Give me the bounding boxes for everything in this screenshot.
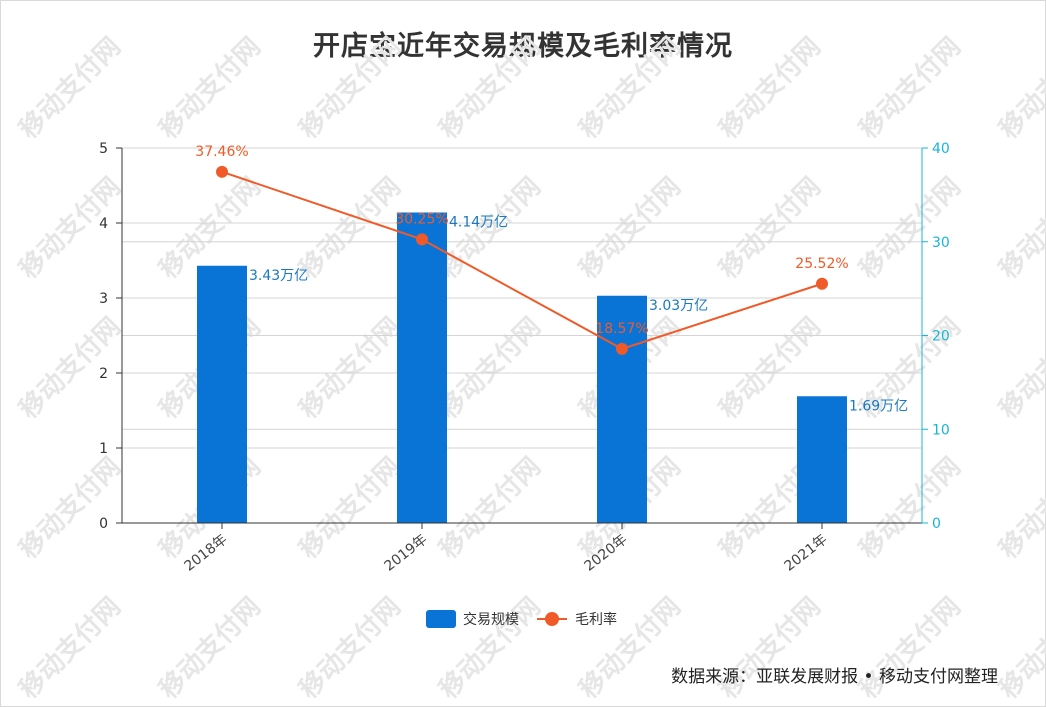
watermark-text: 移动支付网 bbox=[994, 312, 1046, 425]
right-tick-label: 0 bbox=[932, 516, 941, 532]
data-labels: 3.43万亿 4.14万亿 3.03万亿 1.69万亿 37.46% 30.25% 18.5… bbox=[195, 144, 908, 414]
watermark-text: 移动支付网 bbox=[294, 592, 407, 705]
legend-label: 毛利率 bbox=[575, 611, 617, 628]
left-tick-label: 2 bbox=[99, 366, 108, 382]
x-tick-label: 2021年 bbox=[781, 532, 830, 575]
watermark-text: 移动支付网 bbox=[434, 32, 547, 145]
watermark-text: 移动支付网 bbox=[434, 592, 547, 705]
watermark-text: 移动支付网 bbox=[434, 452, 547, 565]
right-tick-label: 20 bbox=[932, 329, 950, 345]
bar-2020年 bbox=[597, 295, 647, 523]
watermark-text: 移动支付网 bbox=[294, 32, 407, 145]
line-data-label: 37.46% bbox=[195, 144, 248, 160]
watermark-text: 移动支付网 bbox=[994, 452, 1046, 565]
watermark-text: 移动支付网 bbox=[294, 312, 407, 425]
bar-data-label: 1.69万亿 bbox=[849, 398, 908, 414]
watermark-text: 移动支付网 bbox=[854, 452, 967, 565]
watermark-text: 移动支付网 bbox=[154, 32, 267, 145]
watermark-text: 移动支付网 bbox=[854, 32, 967, 145]
legend-swatch-bar bbox=[426, 610, 456, 628]
watermark-text: 移动支付网 bbox=[434, 312, 547, 425]
watermark-text: 移动支付网 bbox=[714, 592, 827, 705]
bar-2018年 bbox=[197, 265, 247, 523]
watermark-text: 移动支付网 bbox=[994, 172, 1046, 285]
legend-label: 交易规模 bbox=[463, 611, 519, 628]
left-tick-label: 3 bbox=[99, 291, 108, 307]
watermark-text: 移动支付网 bbox=[994, 592, 1046, 705]
bar-data-label: 3.43万亿 bbox=[249, 268, 308, 284]
right-tick-label: 40 bbox=[932, 141, 950, 157]
legend-swatch-marker bbox=[545, 612, 559, 626]
bar-series bbox=[197, 212, 847, 523]
line-point-2021年 bbox=[816, 277, 828, 290]
x-tick-label: 2019年 bbox=[381, 532, 430, 575]
line-data-label: 25.52% bbox=[795, 256, 848, 272]
watermark-text: 移动支付网 bbox=[714, 32, 827, 145]
chart-title: 开店宝近年交易规模及毛利率情况 bbox=[313, 31, 733, 62]
line-point-2020年 bbox=[616, 342, 628, 355]
line-毛利率 bbox=[221, 170, 823, 350]
watermark-text: 移动支付网 bbox=[854, 172, 967, 285]
line-point-2018年 bbox=[216, 165, 228, 178]
source-note: 数据来源：亚联发展财报 • 移动支付网整理 bbox=[671, 667, 998, 687]
bar-2019年 bbox=[397, 212, 447, 523]
watermark-text: 移动支付网 bbox=[14, 172, 127, 285]
watermark-text: 移动支付网 bbox=[574, 172, 687, 285]
line-data-label: 18.57% bbox=[595, 321, 648, 337]
watermark-text: 移动支付网 bbox=[14, 312, 127, 425]
watermark-text: 移动支付网 bbox=[574, 592, 687, 705]
line-data-label: 30.25% bbox=[395, 211, 448, 227]
left-tick-label: 4 bbox=[99, 216, 108, 232]
watermark-text: 移动支付网 bbox=[574, 32, 687, 145]
left-tick-label: 0 bbox=[99, 516, 108, 532]
right-tick-label: 30 bbox=[932, 235, 950, 251]
watermark-text: 移动支付网 bbox=[14, 452, 127, 565]
right-tick-label: 10 bbox=[932, 422, 950, 438]
watermark-text: 移动支付网 bbox=[994, 32, 1046, 145]
left-tick-label: 1 bbox=[99, 441, 108, 457]
watermark-text: 移动支付网 bbox=[154, 592, 267, 705]
left-tick-label: 5 bbox=[99, 141, 108, 157]
bar-2021年 bbox=[797, 396, 847, 523]
gridlines bbox=[122, 147, 922, 449]
bar-data-label: 3.03万亿 bbox=[649, 298, 708, 314]
watermark-text: 移动支付网 bbox=[854, 592, 967, 705]
line-point-2019年 bbox=[416, 233, 428, 246]
watermark-layer: 移动支付网 移动支付网 移动支付网 移动支付网 移动支付网 移动支付网 移动支付网 移动支付网… bbox=[14, 32, 1046, 705]
watermark-text: 移动支付网 bbox=[294, 452, 407, 565]
watermark-text: 移动支付网 bbox=[14, 32, 127, 145]
legend[interactable]: 交易规模 毛利率 bbox=[426, 610, 617, 628]
watermark-text: 移动支付网 bbox=[14, 592, 127, 705]
line-series bbox=[216, 165, 828, 355]
legend-item-交易规模[interactable]: 交易规模 bbox=[426, 610, 519, 628]
legend-item-毛利率[interactable]: 毛利率 bbox=[537, 611, 617, 628]
bar-data-label: 4.14万亿 bbox=[449, 215, 508, 231]
